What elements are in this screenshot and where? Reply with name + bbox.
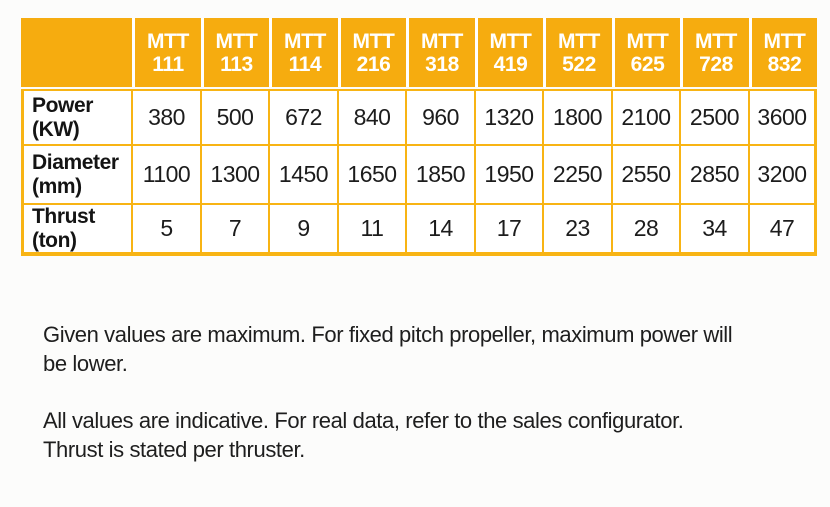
table-header-row: MTT 111 MTT 113 MTT 114 MTT 216 MTT 318 MTT 4… xyxy=(21,18,817,87)
value-cell: 500 xyxy=(201,89,269,145)
column-header-cell: MTT 318 xyxy=(406,18,475,87)
value-cell: 14 xyxy=(406,204,475,256)
value-cell: 5 xyxy=(132,204,201,256)
value-cell: 28 xyxy=(612,204,680,256)
value-cell: 960 xyxy=(406,89,475,145)
value-cell: 2250 xyxy=(543,145,612,204)
thruster-spec-table: MTT 111 MTT 113 MTT 114 MTT 216 MTT 318 MTT 4… xyxy=(21,18,817,256)
value-cell: 1950 xyxy=(475,145,543,204)
value-cell: 7 xyxy=(201,204,269,256)
value-cell: 23 xyxy=(543,204,612,256)
value-cell: 3200 xyxy=(749,145,817,204)
value-cell: 380 xyxy=(132,89,201,145)
value-cell: 17 xyxy=(475,204,543,256)
value-cell: 840 xyxy=(338,89,406,145)
value-cell: 2500 xyxy=(680,89,749,145)
value-cell: 2550 xyxy=(612,145,680,204)
value-cell: 9 xyxy=(269,204,338,256)
value-cell: 1650 xyxy=(338,145,406,204)
value-cell: 1100 xyxy=(132,145,201,204)
table-corner-cell xyxy=(21,18,132,87)
value-cell: 1800 xyxy=(543,89,612,145)
note-max-values: Given values are maximum. For fixed pitc… xyxy=(43,322,733,376)
footnotes: Given values are maximum. For fixed pitc… xyxy=(43,320,803,464)
value-cell: 11 xyxy=(338,204,406,256)
value-cell: 3600 xyxy=(749,89,817,145)
row-label-cell: Thrust (ton) xyxy=(21,204,132,256)
column-header-cell: MTT 216 xyxy=(338,18,406,87)
column-header-cell: MTT 625 xyxy=(612,18,680,87)
value-cell: 2100 xyxy=(612,89,680,145)
row-label-cell: Power (KW) xyxy=(21,89,132,145)
row-label-cell: Diameter (mm) xyxy=(21,145,132,204)
table-body: Power (KW) 380 500 672 840 960 1320 1800 2100 250… xyxy=(21,89,817,256)
value-cell: 1850 xyxy=(406,145,475,204)
column-header-cell: MTT 114 xyxy=(269,18,338,87)
value-cell: 1320 xyxy=(475,89,543,145)
value-cell: 2850 xyxy=(680,145,749,204)
column-header-cell: MTT 113 xyxy=(201,18,269,87)
value-cell: 47 xyxy=(749,204,817,256)
note-indicative-values: All values are indicative. For real data… xyxy=(43,408,684,462)
column-header-cell: MTT 522 xyxy=(543,18,612,87)
column-header-cell: MTT 832 xyxy=(749,18,817,87)
value-cell: 34 xyxy=(680,204,749,256)
column-header-cell: MTT 419 xyxy=(475,18,543,87)
value-cell: 1450 xyxy=(269,145,338,204)
column-header-cell: MTT 728 xyxy=(680,18,749,87)
value-cell: 1300 xyxy=(201,145,269,204)
value-cell: 672 xyxy=(269,89,338,145)
column-header-cell: MTT 111 xyxy=(132,18,201,87)
